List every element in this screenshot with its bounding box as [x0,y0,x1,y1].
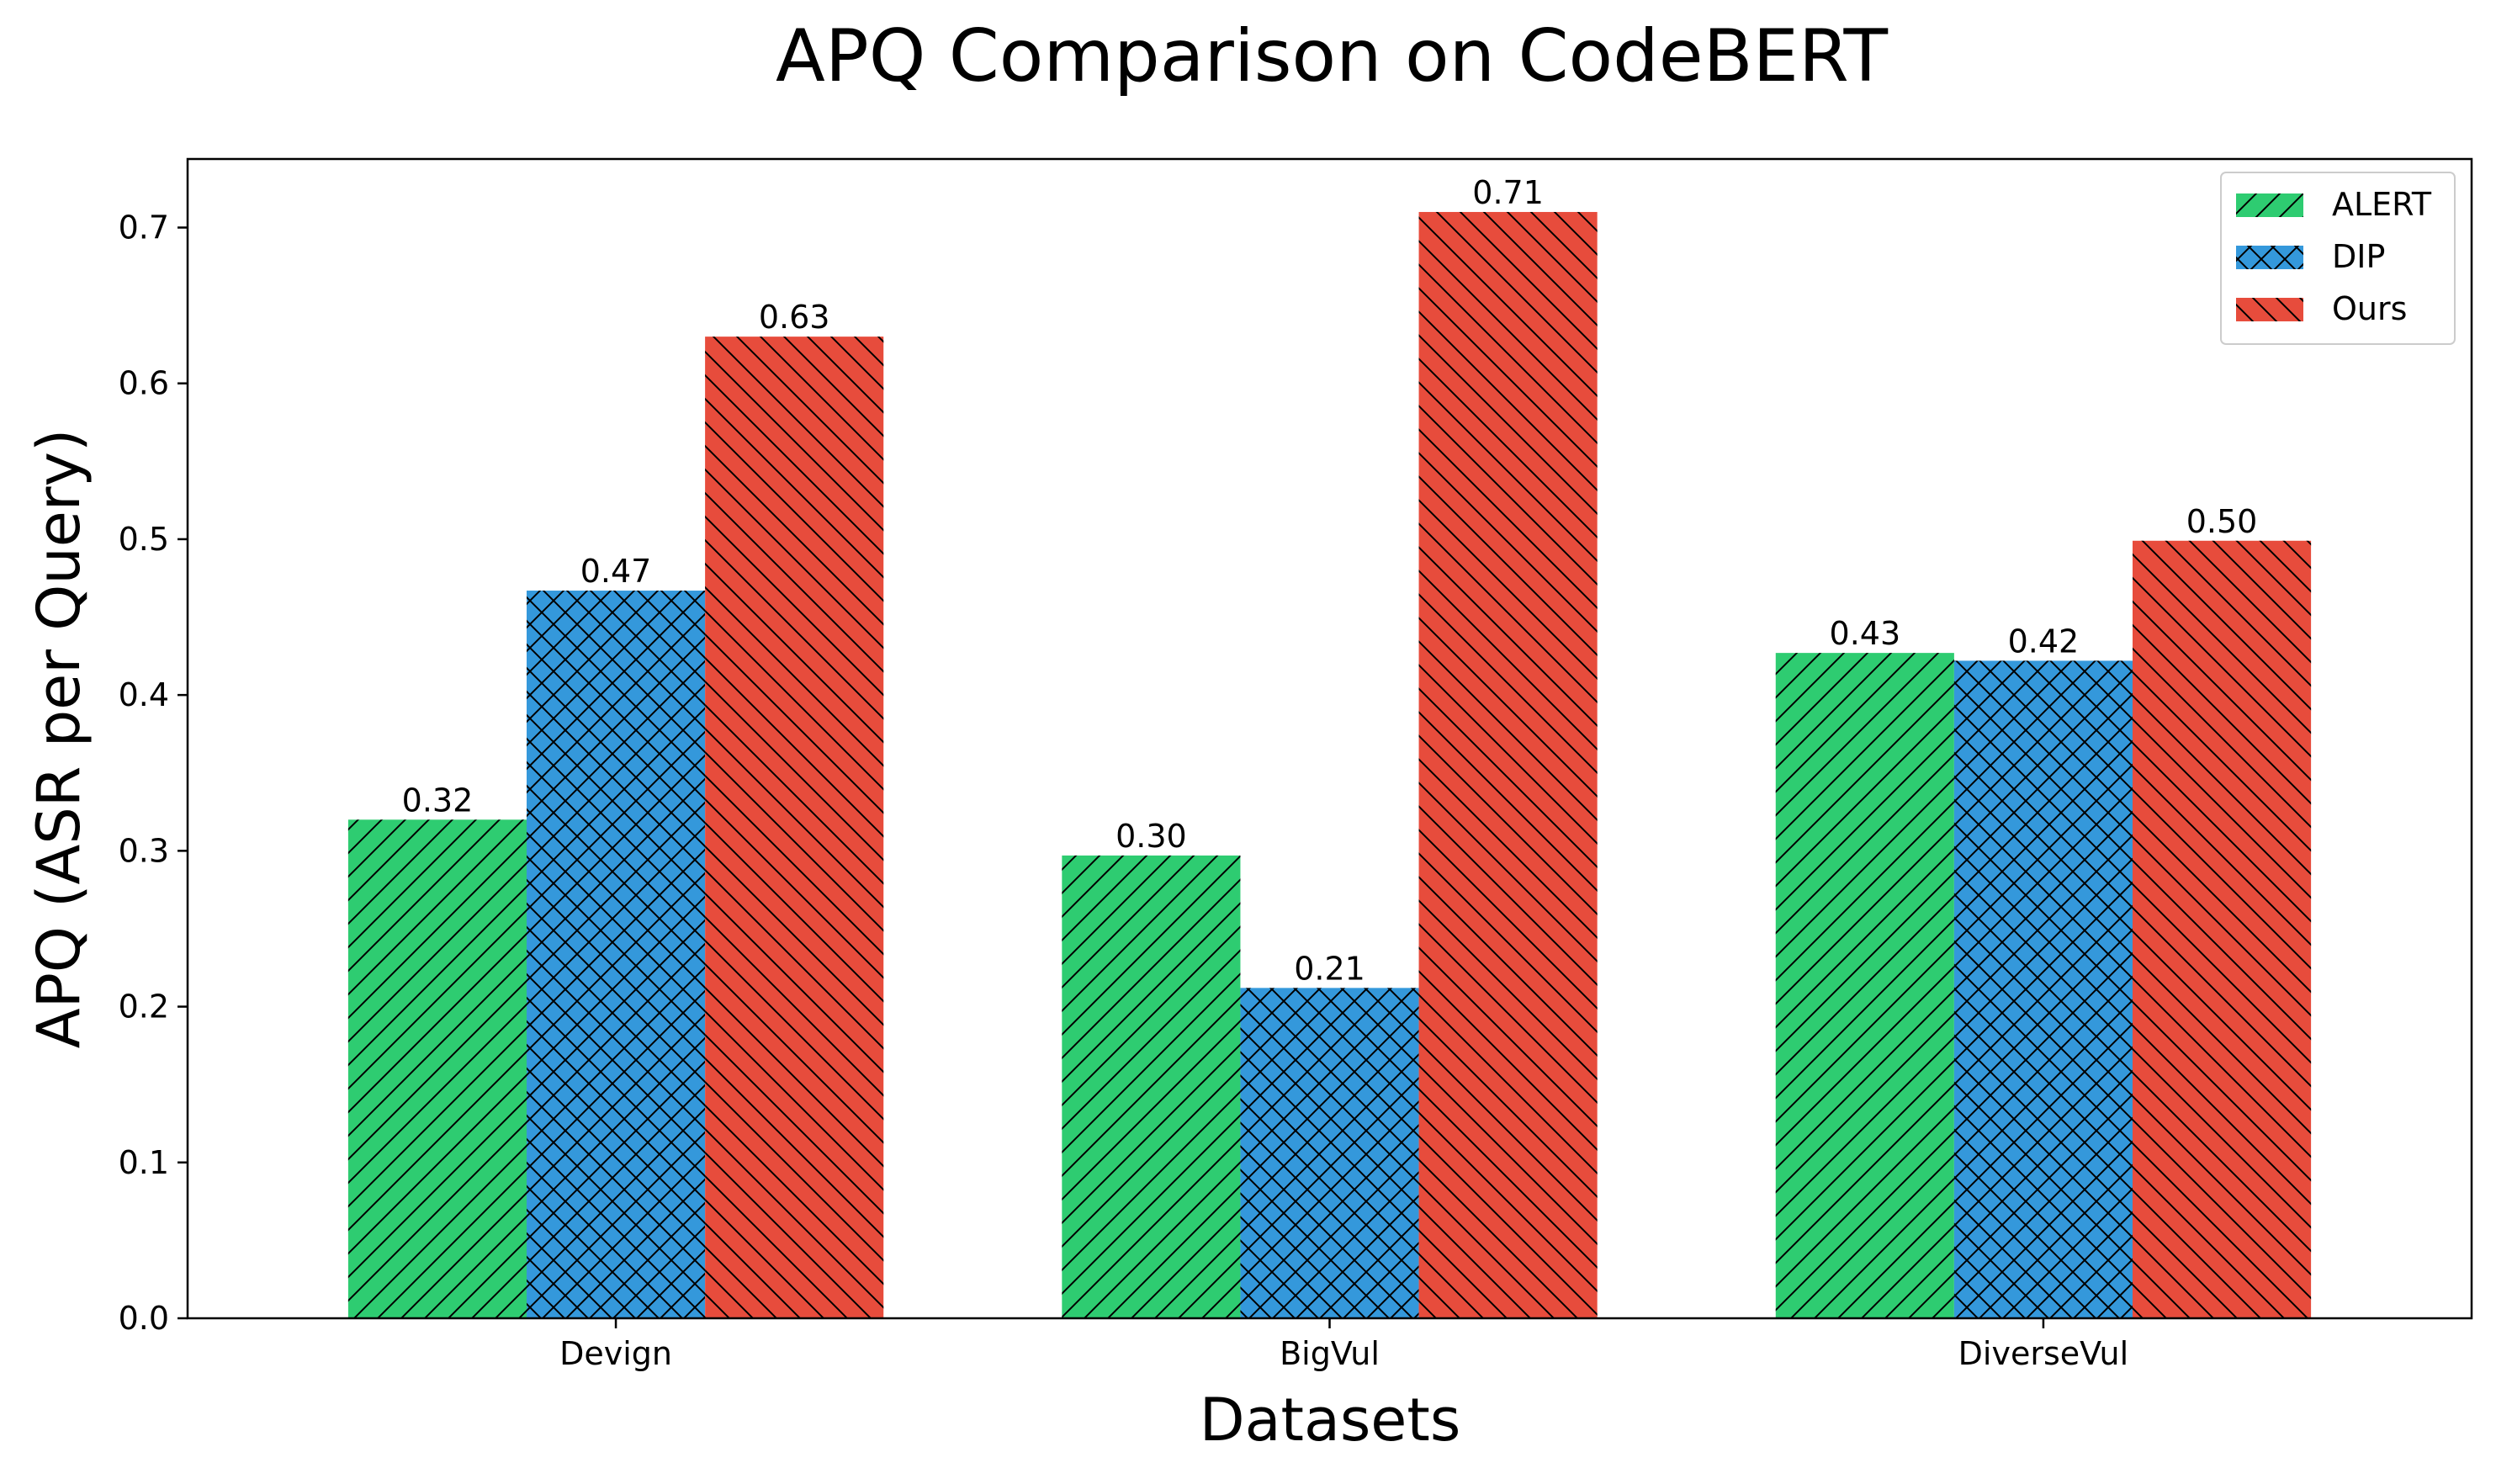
x-axis: Devign BigVul DiverseVul [559,1318,2128,1372]
bar-dip-devign-hatch [527,591,706,1318]
value-label-ours-diversevul: 0.50 [2186,503,2258,540]
x-axis-label: Datasets [1200,1386,1461,1455]
bar-dip-diversevul-hatch [1953,660,2133,1318]
bar-alert-diversevul-hatch [1775,653,1954,1318]
bar-ours-diversevul-hatch [2132,540,2312,1318]
y-tick-label: 0.1 [119,1144,169,1181]
value-label-alert-devign: 0.32 [402,782,474,819]
value-label-alert-diversevul: 0.43 [1830,615,1901,652]
x-tick-label-diversevul: DiverseVul [1958,1335,2129,1372]
bars-layer [347,211,2312,1319]
y-tick-label: 0.0 [119,1300,169,1337]
value-label-dip-diversevul: 0.42 [2008,623,2080,660]
legend: ALERT DIP Ours [2220,172,2456,345]
legend-label-alert: ALERT [2332,186,2432,223]
legend-label-dip: DIP [2332,238,2385,275]
value-label-dip-devign: 0.47 [580,553,652,590]
chart-title: APQ Comparison on CodeBERT [776,14,1888,98]
legend-label-ours: Ours [2332,290,2407,327]
y-tick-label: 0.2 [119,988,169,1026]
y-tick-label: 0.5 [119,521,169,558]
value-labels-layer: 0.32 0.47 0.63 0.30 0.21 0.71 0.43 0.42 0.50 [402,174,2258,987]
legend-swatch-dip-hatch [2236,246,2303,269]
bar-dip-bigvul-hatch [1240,988,1419,1318]
value-label-alert-bigvul: 0.30 [1116,818,1187,855]
y-tick-label: 0.4 [119,676,169,713]
x-tick-label-bigvul: BigVul [1280,1335,1380,1372]
legend-swatch-ours-hatch [2236,298,2303,321]
bar-ours-devign-hatch [705,337,884,1319]
plot-frame [186,157,2473,1320]
y-tick-label: 0.7 [119,209,169,246]
y-tick-label: 0.3 [119,832,169,869]
value-label-dip-bigvul: 0.21 [1294,950,1365,987]
bar-alert-bigvul-hatch [1062,855,1241,1318]
y-tick-label: 0.6 [119,365,169,402]
x-tick-label-devign: Devign [559,1335,672,1372]
value-label-ours-devign: 0.63 [759,299,830,336]
legend-swatch-alert-hatch [2236,193,2303,217]
bar-ours-bigvul-hatch [1418,211,1598,1318]
y-axis-label: APQ (ASR per Query) [24,429,93,1049]
value-label-ours-bigvul: 0.71 [1472,174,1544,211]
y-axis: 0.0 0.1 0.2 0.3 0.4 0.5 0.6 0.7 [119,209,188,1337]
bar-alert-devign-hatch [347,819,527,1318]
